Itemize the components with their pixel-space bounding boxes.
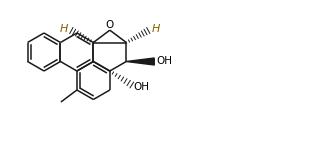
Polygon shape — [126, 58, 154, 65]
Text: OH: OH — [156, 57, 172, 66]
Text: OH: OH — [134, 82, 150, 92]
Text: H: H — [60, 24, 68, 35]
Text: H: H — [151, 24, 160, 35]
Text: O: O — [106, 20, 114, 30]
